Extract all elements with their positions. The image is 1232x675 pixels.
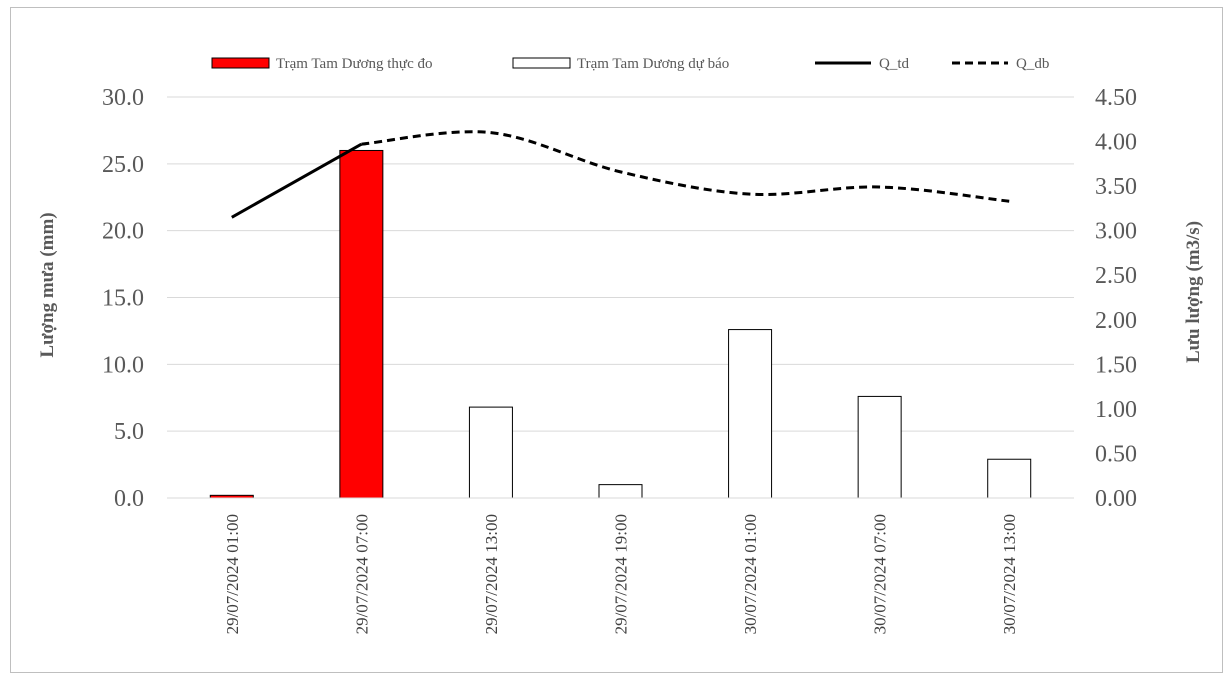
y2-tick-label: 3.00 [1095,219,1137,245]
y2-tick-label: 1.00 [1095,397,1137,423]
legend-label: Q_db [1016,56,1049,72]
bar [857,395,902,499]
gridlines [167,96,1074,432]
x-tick-label: 29/07/2024 01:00 [223,514,242,634]
y-tick-label: 0.0 [114,486,144,512]
y-tick-label: 20.0 [102,219,144,245]
y-tick-label: 5.0 [114,419,144,445]
legend-swatch [211,57,270,69]
y-axis-title-right: Lưu lượng (m3/s) [1183,221,1204,363]
x-tick-label: 29/07/2024 13:00 [482,514,501,634]
y2-tick-label: 1.50 [1095,352,1137,378]
y2-tick-label: 3.50 [1095,174,1137,200]
y-tick-label: 10.0 [102,352,144,378]
bar [339,149,384,499]
y-tick-label: 25.0 [102,152,144,178]
bar [598,484,643,499]
y-tick-label: 15.0 [102,286,144,312]
legend: Trạm Tam Dương thực đo Trạm Tam Dương dự … [211,56,1049,72]
bar [468,406,513,499]
legend-label: Trạm Tam Dương thực đo [276,56,432,72]
x-tick-label: 29/07/2024 19:00 [612,514,631,634]
x-axis-ticks: 29/07/2024 01:00 29/07/2024 07:00 29/07/20… [223,514,1019,634]
chart-frame [10,7,1223,673]
bars [209,149,1032,499]
legend-label: Trạm Tam Dương dự báo [577,56,729,72]
legend-label: Q_td [879,56,910,72]
left-axis-ticks: 0.0 5.0 10.0 15.0 20.0 25.0 30.0 [102,85,144,512]
y2-tick-label: 2.00 [1095,308,1137,334]
y2-tick-label: 4.50 [1095,85,1137,111]
y-axis-title-left: Lượng mưa (mm) [37,212,58,357]
y2-tick-label: 4.00 [1095,130,1137,156]
y2-tick-label: 0.00 [1095,486,1137,512]
x-tick-label: 30/07/2024 01:00 [741,514,760,634]
lines [231,130,1010,219]
y2-tick-label: 0.50 [1095,441,1137,467]
series-line [231,142,363,219]
y-tick-label: 30.0 [102,85,144,111]
series-line [361,130,1010,203]
legend-swatch [512,57,571,69]
bar [728,329,773,499]
y2-tick-label: 2.50 [1095,263,1137,289]
x-tick-label: 30/07/2024 07:00 [871,514,890,634]
bar [987,458,1032,499]
x-tick-label: 29/07/2024 07:00 [352,514,371,634]
right-axis-ticks: 0.00 0.50 1.00 1.50 2.00 2.50 3.00 3.50 4.00 4.50 [1095,85,1137,512]
x-tick-label: 30/07/2024 13:00 [1000,514,1019,634]
